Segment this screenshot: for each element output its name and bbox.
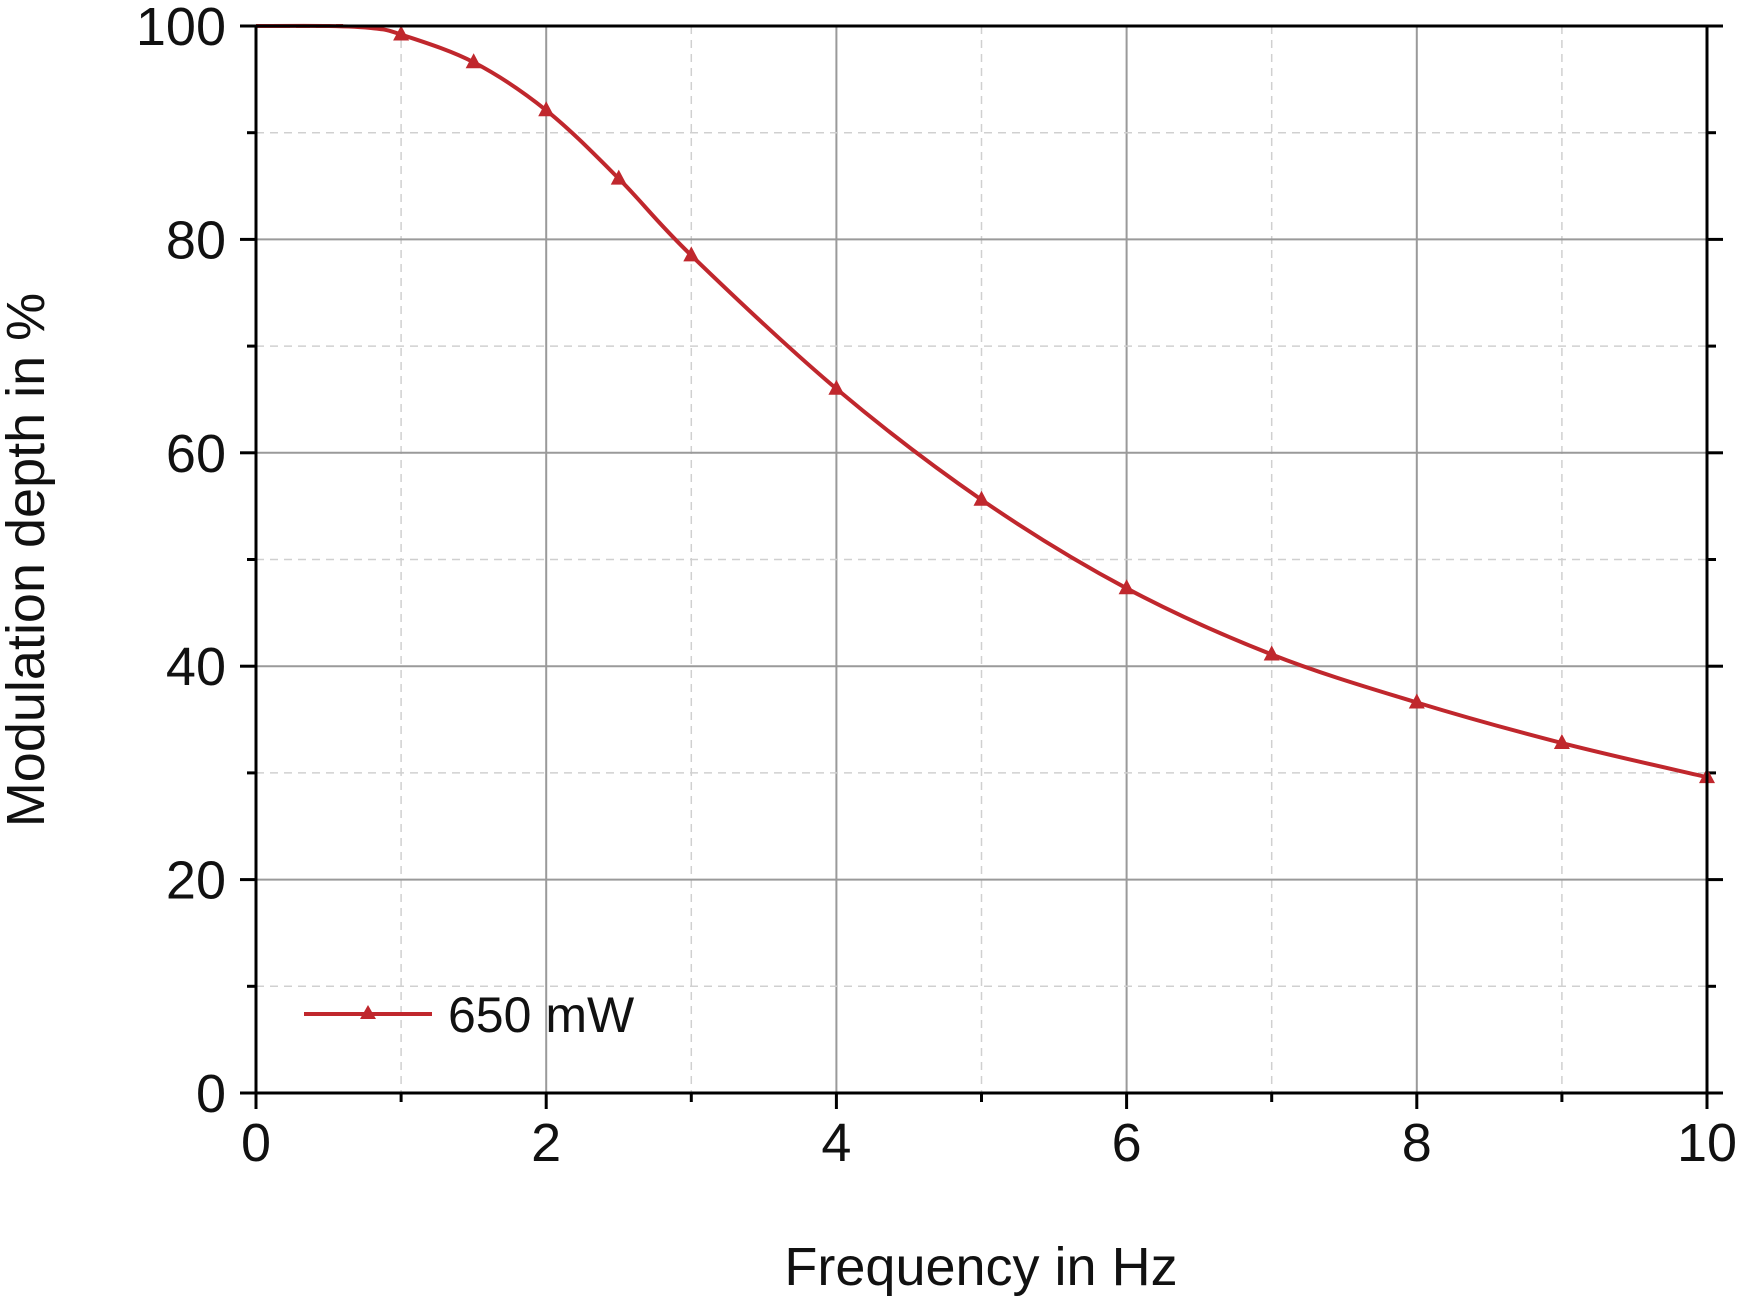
series-layer	[255, 23, 1715, 784]
legend-label: 650 mW	[448, 987, 635, 1043]
y-tick-label: 40	[166, 637, 226, 697]
x-tick-label: 6	[1112, 1113, 1142, 1173]
y-tick-label: 20	[166, 851, 226, 911]
legend-marker	[360, 1005, 376, 1019]
y-tick-label: 60	[166, 424, 226, 484]
x-tick-label: 10	[1677, 1113, 1737, 1173]
data-point	[538, 101, 555, 117]
data-point	[683, 246, 700, 262]
x-axis-title: Frequency in Hz	[784, 1237, 1177, 1297]
data-point	[973, 490, 990, 506]
data-point	[1553, 734, 1570, 750]
x-tick-label: 8	[1402, 1113, 1432, 1173]
data-point	[465, 53, 482, 69]
data-point	[610, 169, 627, 185]
data-point	[1118, 579, 1135, 595]
data-point	[1263, 645, 1280, 661]
data-point	[1408, 693, 1425, 709]
x-tick-label: 0	[241, 1113, 271, 1173]
y-tick-label: 80	[166, 210, 226, 270]
y-axis-title: Modulation depth in %	[0, 293, 56, 827]
data-point	[828, 379, 845, 395]
legend: 650 mW	[304, 987, 635, 1043]
plot-frame	[254, 24, 1709, 1095]
grid	[256, 26, 1707, 1093]
x-tick-label: 2	[531, 1113, 561, 1173]
axis-ticks	[240, 24, 1723, 1109]
y-tick-label: 0	[196, 1064, 226, 1124]
x-tick-label: 4	[821, 1113, 851, 1173]
y-tick-label: 100	[136, 0, 226, 57]
data-point	[393, 25, 410, 41]
